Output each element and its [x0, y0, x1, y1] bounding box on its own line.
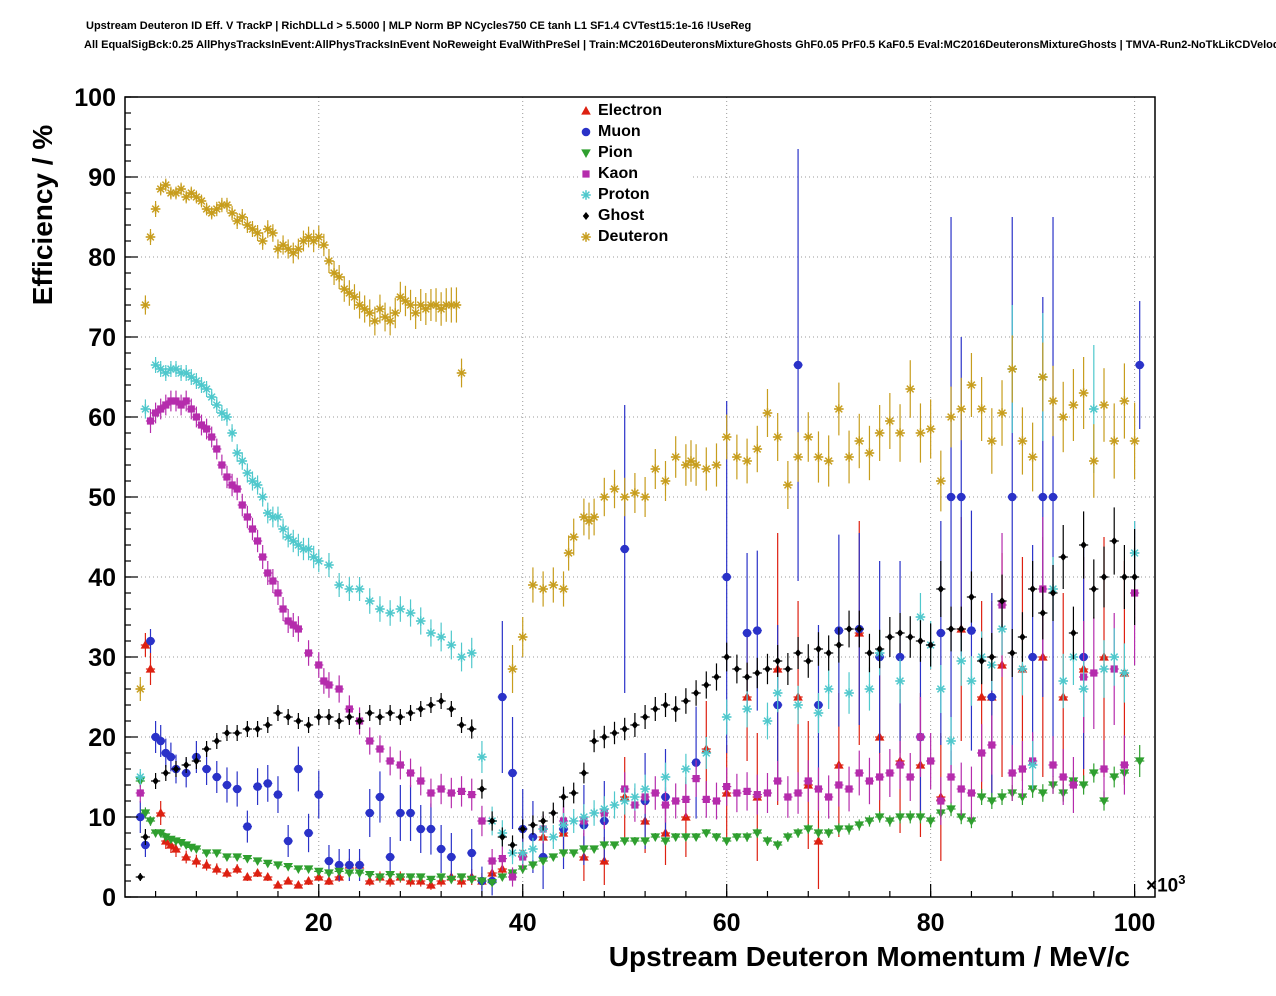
svg-text:60: 60	[713, 909, 741, 937]
series-muon	[135, 149, 1145, 896]
triangle-down-icon	[581, 148, 591, 158]
y-axis-title: Efficiency / %	[27, 124, 58, 306]
svg-text:0: 0	[102, 884, 116, 912]
legend-label: Kaon	[598, 164, 638, 182]
svg-text:50: 50	[88, 484, 116, 512]
legend-item-deuteron: Deuteron	[578, 226, 690, 247]
legend-item-electron: Electron	[578, 100, 690, 121]
svg-text:80: 80	[917, 909, 945, 937]
legend-label: Ghost	[598, 206, 645, 224]
legend-item-kaon: Kaon	[578, 163, 690, 184]
series-kaon	[135, 390, 1140, 887]
legend-label: Proton	[598, 185, 650, 203]
legend-label: Muon	[598, 122, 641, 140]
axis-tick-labels: 0 10 20 30 40 50 60 70 80 90 100 20 40 60 80 100	[74, 84, 1155, 937]
square-icon	[582, 169, 590, 178]
asterisk-icon	[581, 189, 591, 200]
svg-text:40: 40	[509, 909, 537, 937]
series-deuteron	[135, 178, 1140, 701]
svg-text:90: 90	[88, 164, 116, 192]
legend-item-ghost: Ghost	[578, 205, 690, 226]
series-electron	[140, 517, 1130, 890]
svg-text:20: 20	[305, 909, 333, 937]
series-proton	[135, 305, 1140, 865]
legend-item-pion: Pion	[578, 142, 690, 163]
asterisk-icon	[581, 231, 591, 242]
svg-text:40: 40	[88, 564, 116, 592]
series-ghost	[135, 507, 1140, 881]
axis-ticks	[125, 96, 1136, 898]
triangle-up-icon	[581, 105, 591, 115]
svg-text:100: 100	[1114, 909, 1156, 937]
svg-text:100: 100	[74, 84, 116, 112]
plot-title-line2: All EqualSigBck:0.25 AllPhysTracksInEven…	[84, 39, 1276, 51]
series-pion	[135, 745, 1145, 888]
legend-item-proton: Proton	[578, 184, 690, 205]
svg-text:60: 60	[88, 404, 116, 432]
svg-text:30: 30	[88, 644, 116, 672]
legend-label: Electron	[598, 101, 663, 119]
svg-text:10: 10	[88, 804, 116, 832]
circle-icon	[581, 127, 591, 136]
svg-text:70: 70	[88, 324, 116, 352]
x-axis-exponent: ×103	[1146, 872, 1186, 897]
legend-item-muon: Muon	[578, 121, 690, 142]
legend-label: Deuteron	[598, 227, 669, 245]
x-axis-title: Upstream Deuteron Momentum / MeV/c	[608, 941, 1130, 972]
legend-label: Pion	[598, 143, 633, 161]
plot-title-line1: Upstream Deuteron ID Eff. V TrackP | Ric…	[86, 20, 752, 32]
svg-text:80: 80	[88, 244, 116, 272]
svg-text:20: 20	[88, 724, 116, 752]
diamond-icon	[582, 211, 590, 220]
legend: Electron Muon Pion Kaon Proton Ghost Deuteron	[578, 98, 690, 249]
